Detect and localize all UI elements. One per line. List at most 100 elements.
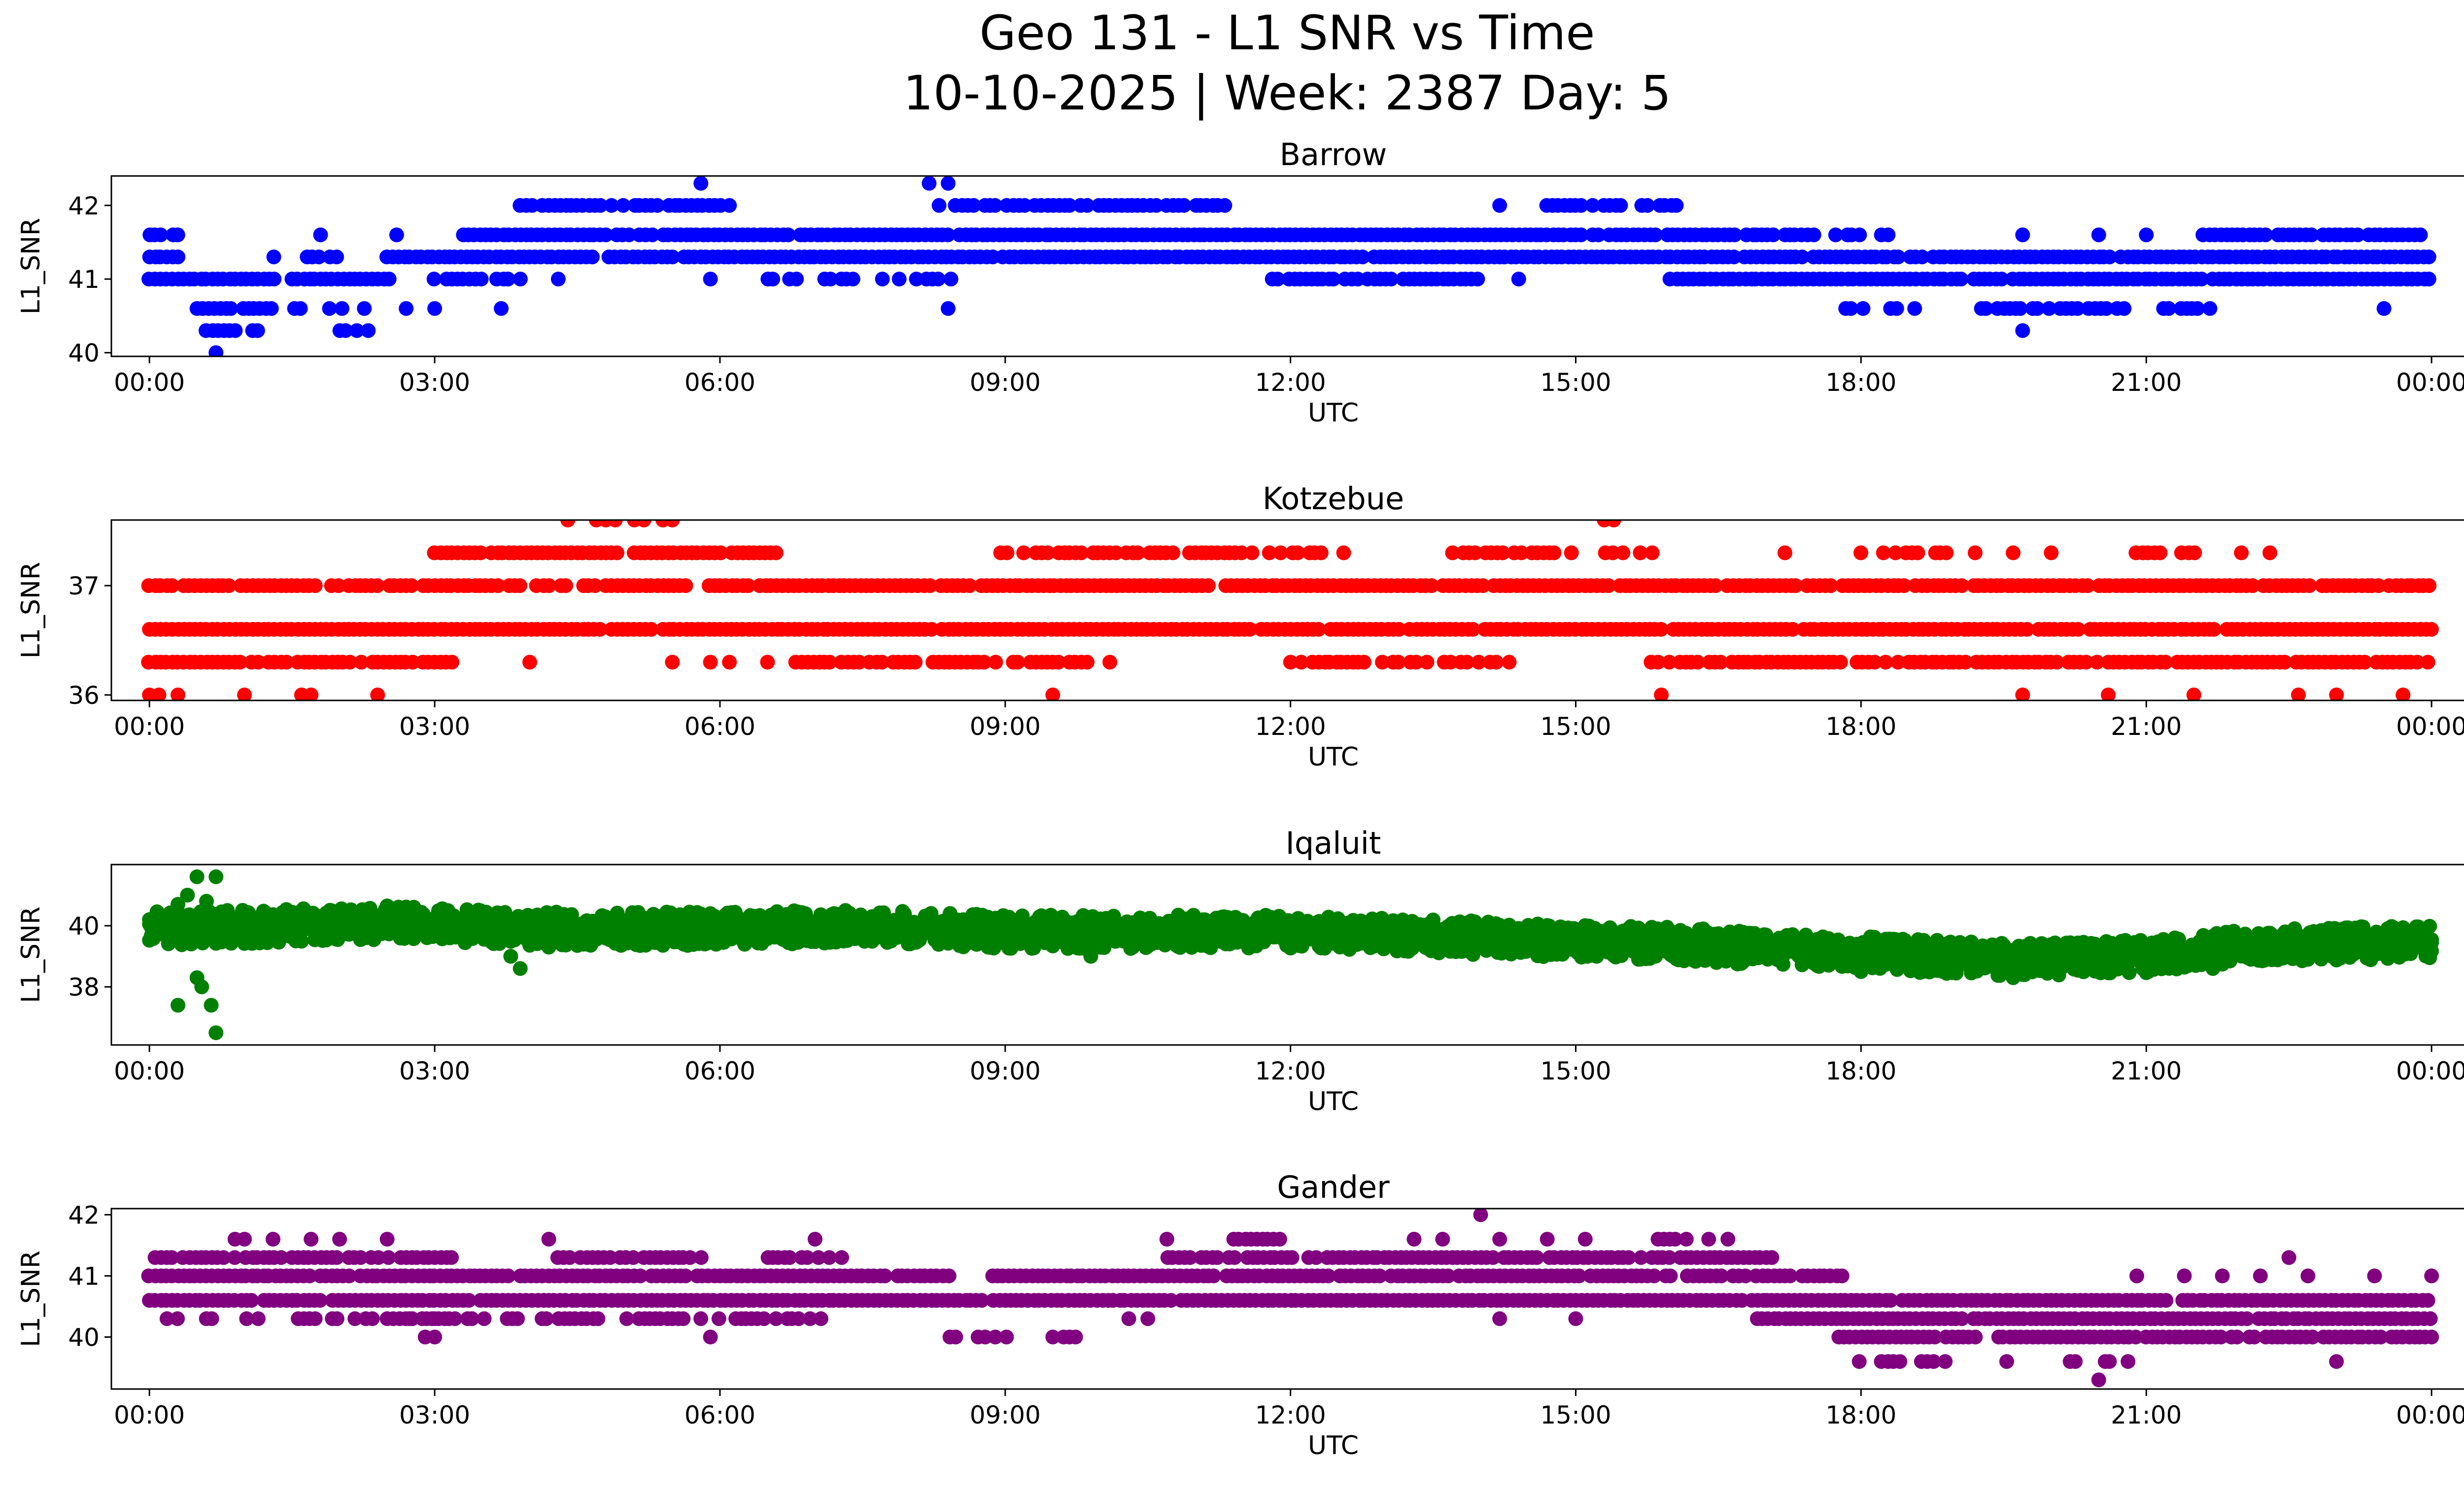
x-axis-label: UTC: [1308, 742, 1359, 772]
data-point: [171, 687, 186, 700]
data-point: [941, 301, 956, 316]
data-point: [644, 622, 659, 637]
data-point: [1502, 655, 1517, 670]
data-point: [1844, 227, 1859, 243]
data-point: [322, 301, 337, 316]
data-point: [1468, 545, 1483, 560]
data-point: [1495, 545, 1510, 560]
data-point: [592, 622, 608, 637]
data-point: [399, 301, 414, 316]
data-point: [208, 345, 224, 356]
data-point: [2424, 622, 2439, 637]
data-point: [1867, 655, 1882, 670]
data-point: [1910, 545, 1925, 560]
data-point: [1727, 227, 1743, 243]
data-point: [655, 938, 671, 953]
data-point: [2079, 655, 2094, 670]
data-point: [1492, 198, 1507, 213]
data-point: [2015, 323, 2030, 338]
data-point: [1606, 520, 1621, 527]
x-tick-label: 21:00: [2111, 368, 2182, 397]
data-point: [2161, 301, 2176, 316]
data-point: [2258, 227, 2273, 243]
data-point: [294, 934, 309, 949]
data-point: [494, 301, 509, 316]
data-point: [1881, 227, 1896, 243]
data-point: [703, 272, 718, 287]
data-point: [1954, 578, 1969, 593]
data-point: [1313, 545, 1329, 560]
data-point: [1010, 655, 1025, 670]
data-point: [1915, 249, 1930, 265]
data-point: [1650, 655, 1666, 670]
data-point: [941, 176, 956, 191]
data-point: [1806, 227, 1821, 243]
data-point: [1708, 578, 1723, 593]
data-point: [1787, 227, 1802, 243]
data-point: [1574, 227, 1589, 243]
data-point: [370, 687, 385, 700]
data-point: [1766, 227, 1781, 243]
data-point: [266, 249, 281, 265]
y-tick-label: 41: [68, 265, 100, 294]
data-point: [678, 578, 693, 593]
data-point: [1045, 687, 1061, 700]
subplot-title: Barrow: [1280, 137, 1387, 173]
data-point: [171, 249, 186, 265]
x-tick-label: 00:00: [2396, 712, 2464, 741]
data-point: [2099, 301, 2114, 316]
data-point: [370, 578, 385, 593]
data-point: [1108, 545, 1124, 560]
data-point: [2050, 655, 2064, 670]
x-tick-label: 03:00: [399, 712, 470, 741]
data-point: [1654, 687, 1669, 700]
data-point: [1726, 249, 1742, 265]
x-tick-label: 09:00: [970, 712, 1041, 741]
data-point: [2101, 687, 2116, 700]
y-axis-label: L1_SNR: [16, 218, 46, 314]
data-point: [2194, 272, 2209, 287]
data-point: [1889, 301, 1904, 316]
data-point: [1662, 655, 1677, 670]
subplot-title: Kotzebue: [1263, 481, 1404, 517]
data-point: [381, 272, 397, 287]
data-point: [1016, 545, 1031, 560]
data-point: [1564, 545, 1579, 560]
data-point: [1828, 227, 1843, 243]
data-point: [1465, 622, 1480, 637]
data-point: [966, 198, 981, 213]
data-point: [621, 227, 637, 243]
data-point: [741, 578, 756, 593]
data-point: [1262, 545, 1277, 560]
data-point: [1283, 655, 1298, 670]
data-point: [930, 272, 946, 287]
data-point: [2015, 687, 2030, 700]
data-points: [142, 869, 2439, 1041]
data-point: [2350, 227, 2365, 243]
data-point: [250, 323, 265, 338]
data-point: [1356, 655, 1371, 670]
data-point: [1176, 198, 1192, 213]
data-point: [604, 198, 619, 213]
data-point: [1978, 301, 1993, 316]
data-point: [1958, 655, 1973, 670]
x-tick-label: 18:00: [1825, 368, 1896, 397]
data-point: [931, 198, 947, 213]
data-point: [304, 687, 319, 700]
data-point: [2410, 655, 2425, 670]
data-point: [221, 578, 237, 593]
data-point: [2102, 249, 2117, 265]
data-point: [1149, 198, 1164, 213]
data-point: [558, 578, 574, 593]
data-point: [2117, 301, 2132, 316]
data-point: [598, 227, 614, 243]
data-point: [473, 545, 488, 560]
data-point: [2006, 545, 2021, 560]
data-point: [267, 272, 282, 287]
data-point: [1074, 545, 1089, 560]
y-tick-label: 40: [68, 339, 100, 368]
data-point: [293, 301, 308, 316]
data-point: [1890, 655, 1906, 670]
data-point: [1392, 622, 1406, 637]
